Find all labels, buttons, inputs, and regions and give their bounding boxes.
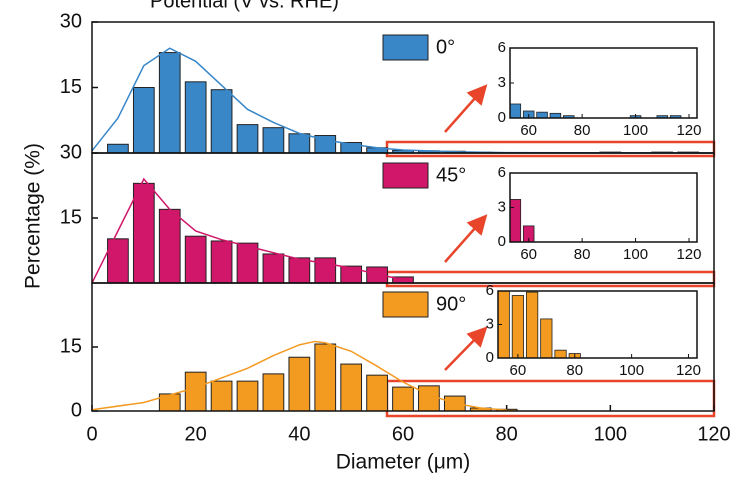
inset-y-tick-label: 6 [498,164,506,181]
bar [236,380,259,412]
inset-bars [510,103,682,118]
bar [158,52,181,154]
bar [132,182,155,284]
y-tick-label: 15 [60,335,82,357]
bar [340,265,363,284]
x-tick-label: 20 [185,423,207,445]
x-axis-label: Diameter (μm) [336,451,471,474]
bar [132,87,155,154]
inset-y-tick-label: 0 [498,109,506,126]
legend-label: 45° [436,164,466,186]
bar [158,208,181,284]
x-tick-label: 100 [594,423,627,445]
inset-y-tick-label: 6 [498,39,506,56]
bar [236,242,259,284]
inset-x-tick-label: 60 [520,122,537,139]
inset-bar [549,112,562,118]
inset-x-tick-label: 60 [520,246,537,263]
bar [262,253,285,284]
bar [210,240,233,284]
inset-bar [526,291,539,358]
bar [262,127,285,154]
inset-y-tick-label: 3 [498,198,506,215]
inset-x-tick-label: 120 [676,122,701,139]
inset-bar [510,103,522,118]
bar [288,133,311,154]
bar [366,374,388,412]
inset-x-tick-label: 60 [510,362,527,379]
inset-bar [511,295,524,358]
bar [340,363,363,412]
panel-frame [91,282,715,412]
bar [392,386,414,412]
inset-x-tick-label: 120 [676,246,701,263]
inset-x-tick-label: 80 [566,362,583,379]
x-tick-label: 80 [496,423,518,445]
y-axis-label: Percentage (%) [22,143,45,289]
inset-y-tick-label: 0 [486,349,494,366]
y-tick-label: 15 [60,76,82,98]
arrows [444,84,488,371]
inset-y-tick-label: 6 [486,282,494,299]
inset-bar [510,199,522,242]
inset-x-tick-label: 100 [623,122,648,139]
bar [418,385,440,412]
bar [184,81,207,154]
legend-label: 90° [436,293,466,315]
inset-x-tick-label: 80 [574,122,591,139]
bar [262,373,285,412]
inset-bar [554,349,567,358]
x-tick-label: 0 [86,423,97,445]
inset-bar [540,318,553,358]
inset-y-tick-label: 3 [498,74,506,91]
legend-swatch [382,34,429,61]
y-tick-label: 0 [71,399,82,421]
chart-title: Potential (V vs. RHE) [150,0,339,12]
legend-swatch [382,291,429,318]
fit-curve [91,340,507,411]
inset-x-tick-label: 80 [574,246,591,263]
fit-curve [91,47,715,154]
fit-curve [91,177,414,284]
inset-bar [536,111,548,118]
inset-x-tick-label: 100 [623,246,648,263]
bar [288,257,311,284]
bar [314,343,337,412]
bar [236,124,259,154]
bar [210,89,233,154]
legend-label: 0° [436,36,455,58]
y-tick-label: 30 [60,10,82,32]
inset-bar [498,291,510,358]
inset-x-tick-label: 120 [676,362,701,379]
bar [210,380,233,412]
y-tick-label: 15 [60,206,82,228]
y-tick-label: 30 [60,141,82,163]
x-tick-label: 60 [392,423,414,445]
x-tick-label: 120 [697,423,730,445]
bar [107,143,129,154]
inset-frame [509,47,698,119]
inset-bars [498,291,581,358]
inset-y-tick-label: 0 [498,233,506,250]
bar [288,356,311,412]
bar [184,371,207,412]
x-tick-label: 40 [288,423,310,445]
inset-x-tick-label: 100 [619,362,644,379]
bar [184,235,207,284]
inset-y-tick-label: 3 [486,315,494,332]
legend-swatch [382,162,429,189]
inset-frame [509,172,698,243]
inset-bars [510,199,535,242]
